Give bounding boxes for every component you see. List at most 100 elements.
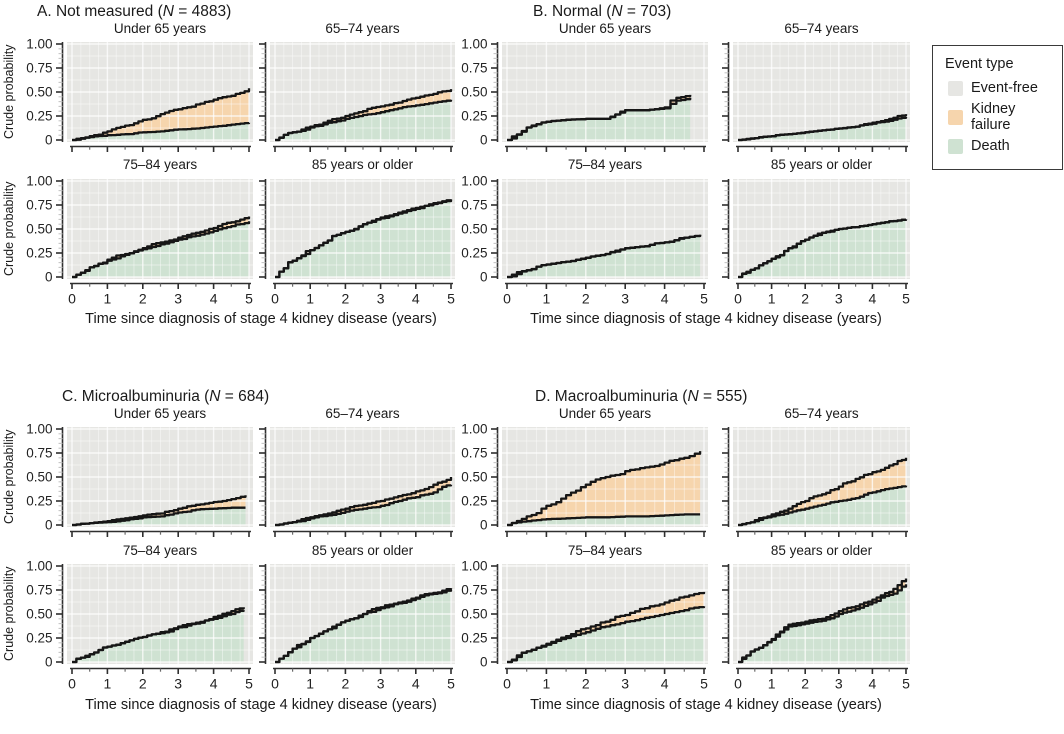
subplot-chart: 1.00 0.75 0.50 0.25 00 1 2 3 4 5 bbox=[461, 174, 708, 307]
svg-text:0: 0 bbox=[503, 676, 511, 692]
svg-text:0.75: 0.75 bbox=[26, 198, 52, 213]
panel-b-title-prefix: B. Normal ( bbox=[533, 3, 612, 20]
svg-text:0.25: 0.25 bbox=[461, 494, 487, 509]
svg-text:0: 0 bbox=[480, 655, 488, 670]
svg-text:2: 2 bbox=[139, 676, 147, 692]
panel-a-title-n: N bbox=[162, 3, 174, 20]
svg-text:2: 2 bbox=[342, 676, 350, 692]
kidney-failure-swatch-icon bbox=[948, 109, 963, 125]
subplot-title: 65–74 years bbox=[325, 21, 400, 36]
panel-b-title-suffix: = 703) bbox=[622, 3, 672, 20]
svg-text:3: 3 bbox=[174, 291, 182, 307]
subplot-title: 85 years or older bbox=[311, 543, 414, 558]
svg-text:2: 2 bbox=[139, 291, 147, 307]
subplot-title: 65–74 years bbox=[784, 406, 859, 421]
svg-text:0.75: 0.75 bbox=[26, 583, 52, 598]
subplot-chart: 0 1 2 3 4 5 bbox=[259, 564, 455, 692]
panel-d-title-n: N bbox=[687, 388, 699, 405]
subplot-chart: 1.00 0.75 0.50 0.25 0 bbox=[461, 37, 708, 152]
svg-text:0.75: 0.75 bbox=[26, 446, 52, 461]
panel-c-title-n: N bbox=[209, 388, 221, 405]
panel-d-title-prefix: D. Macroalbuminuria ( bbox=[535, 388, 688, 405]
svg-text:0.50: 0.50 bbox=[461, 607, 487, 622]
svg-text:4: 4 bbox=[210, 676, 218, 692]
svg-text:5: 5 bbox=[245, 291, 253, 307]
panel-b-title-n: N bbox=[611, 3, 623, 20]
panel-c-title: C. Microalbuminuria (N = 684) bbox=[62, 388, 269, 406]
svg-text:0: 0 bbox=[271, 291, 279, 307]
panel-d-title: D. Macroalbuminuria (N = 555) bbox=[535, 388, 747, 406]
svg-text:2: 2 bbox=[342, 291, 350, 307]
subplot-title: 65–74 years bbox=[784, 21, 859, 36]
svg-text:0: 0 bbox=[45, 655, 53, 670]
svg-text:1.00: 1.00 bbox=[461, 559, 487, 574]
legend-item-event-free: Event-free bbox=[948, 80, 1050, 96]
svg-text:1: 1 bbox=[768, 291, 776, 307]
svg-text:1: 1 bbox=[768, 676, 776, 692]
svg-text:0.50: 0.50 bbox=[461, 470, 487, 485]
legend-item-kidney-failure: Kidney failure bbox=[948, 101, 1050, 133]
x-axis-label: Time since diagnosis of stage 4 kidney d… bbox=[530, 697, 882, 713]
subplot-chart: 1.00 0.75 0.50 0.25 0 bbox=[26, 37, 253, 152]
svg-text:1.00: 1.00 bbox=[461, 174, 487, 189]
svg-text:0.50: 0.50 bbox=[461, 222, 487, 237]
svg-text:5: 5 bbox=[447, 291, 455, 307]
svg-text:5: 5 bbox=[902, 291, 910, 307]
svg-text:2: 2 bbox=[801, 291, 809, 307]
svg-text:1: 1 bbox=[104, 291, 112, 307]
svg-text:0: 0 bbox=[734, 676, 742, 692]
subplot-title: 75–84 years bbox=[567, 157, 643, 172]
svg-text:2: 2 bbox=[582, 676, 590, 692]
svg-text:1.00: 1.00 bbox=[26, 422, 52, 437]
legend-item-label: Kidney failure bbox=[971, 101, 1016, 133]
svg-text:3: 3 bbox=[621, 676, 629, 692]
svg-text:0: 0 bbox=[45, 518, 53, 533]
svg-text:1.00: 1.00 bbox=[26, 559, 52, 574]
panel-a-title: A. Not measured (N = 4883) bbox=[37, 3, 231, 21]
svg-text:0: 0 bbox=[480, 133, 488, 148]
legend-item-label: Event-free bbox=[971, 80, 1038, 96]
svg-text:0: 0 bbox=[68, 291, 76, 307]
svg-text:1: 1 bbox=[543, 291, 551, 307]
legend-item-death: Death bbox=[948, 138, 1050, 154]
subplot-chart: 1.00 0.75 0.50 0.25 00 1 2 3 4 5 bbox=[26, 174, 253, 307]
panel-c-title-prefix: C. Microalbuminuria ( bbox=[62, 388, 210, 405]
legend-item-label: Death bbox=[971, 138, 1010, 154]
subplot-title: 75–84 years bbox=[122, 157, 198, 172]
panel-a-title-suffix: = 4883) bbox=[173, 3, 232, 20]
svg-text:0.25: 0.25 bbox=[461, 109, 487, 124]
svg-text:0: 0 bbox=[271, 676, 279, 692]
svg-text:1.00: 1.00 bbox=[461, 422, 487, 437]
subplot-title: Under 65 years bbox=[558, 21, 652, 36]
svg-text:0: 0 bbox=[68, 676, 76, 692]
svg-text:0.25: 0.25 bbox=[26, 246, 52, 261]
subplot-title: Under 65 years bbox=[113, 21, 207, 36]
svg-text:1: 1 bbox=[306, 291, 314, 307]
panel-d-title-suffix: = 555) bbox=[698, 388, 748, 405]
subplot-chart: 0 1 2 3 4 5 bbox=[722, 564, 910, 692]
x-axis-label: Time since diagnosis of stage 4 kidney d… bbox=[85, 311, 437, 327]
subplot-title: Under 65 years bbox=[113, 406, 207, 421]
svg-text:4: 4 bbox=[412, 291, 420, 307]
svg-text:0.50: 0.50 bbox=[26, 607, 52, 622]
svg-text:5: 5 bbox=[447, 676, 455, 692]
subplot-chart: 1.00 0.75 0.50 0.25 0 bbox=[26, 422, 253, 537]
svg-text:0.75: 0.75 bbox=[26, 61, 52, 76]
y-axis-label: Crude probability bbox=[2, 429, 16, 525]
svg-text:1: 1 bbox=[104, 676, 112, 692]
subplot-chart: 1.00 0.75 0.50 0.25 00 1 2 3 4 5 bbox=[26, 559, 253, 692]
svg-text:0.50: 0.50 bbox=[26, 470, 52, 485]
svg-text:1: 1 bbox=[306, 676, 314, 692]
svg-text:0.25: 0.25 bbox=[26, 631, 52, 646]
svg-text:0.75: 0.75 bbox=[461, 446, 487, 461]
svg-text:4: 4 bbox=[661, 291, 669, 307]
subplot-title: Under 65 years bbox=[558, 406, 652, 421]
svg-text:0: 0 bbox=[45, 270, 53, 285]
svg-text:2: 2 bbox=[582, 291, 590, 307]
y-axis-label: Crude probability bbox=[2, 44, 16, 140]
svg-text:0: 0 bbox=[480, 270, 488, 285]
subplot-title: 75–84 years bbox=[122, 543, 198, 558]
svg-text:4: 4 bbox=[869, 676, 877, 692]
svg-text:1: 1 bbox=[543, 676, 551, 692]
